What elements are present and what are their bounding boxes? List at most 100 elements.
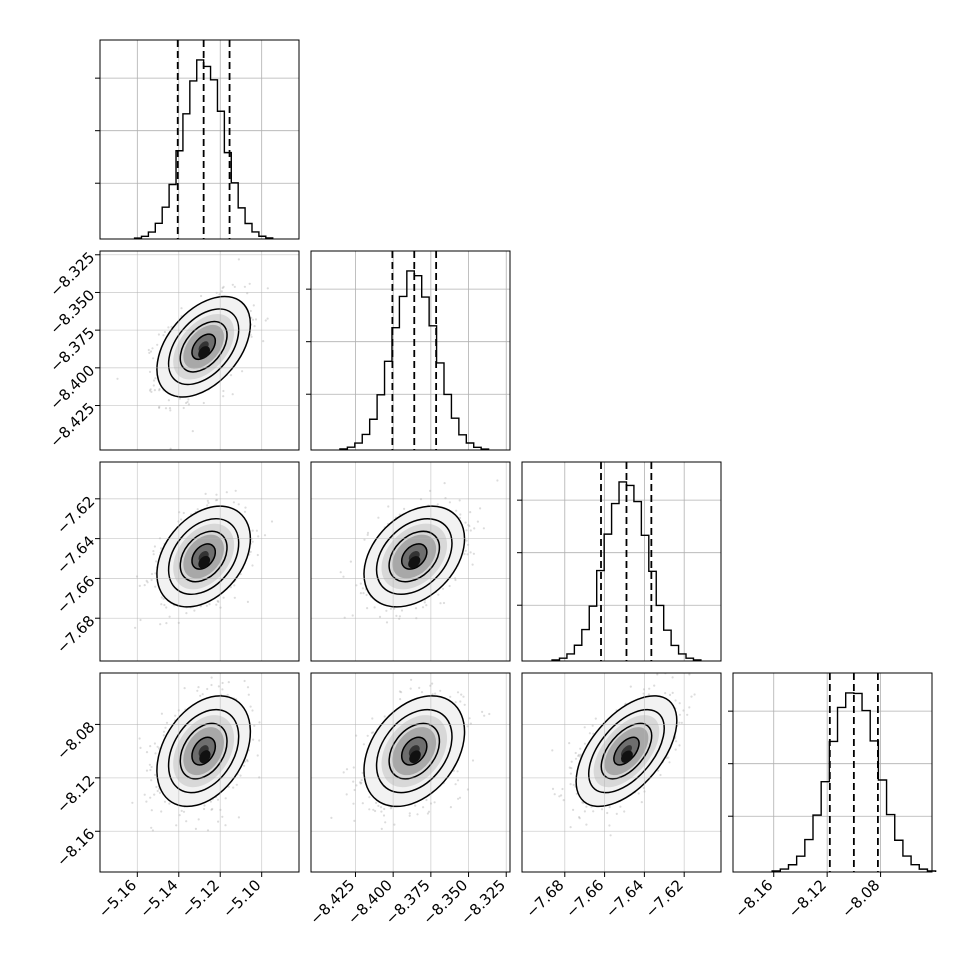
scatter-point	[456, 770, 459, 773]
scatter-point	[243, 285, 246, 288]
scatter-point	[252, 738, 255, 741]
scatter-point	[216, 599, 219, 603]
scatter-point	[156, 745, 159, 748]
scatter-panel-2-1	[310, 461, 511, 662]
scatter-point	[252, 304, 255, 307]
scatter-point	[615, 812, 618, 816]
panel-content	[134, 489, 274, 629]
scatter-point	[254, 318, 258, 321]
scatter-point	[488, 712, 491, 716]
scatter-point	[250, 335, 253, 338]
scatter-point	[479, 507, 482, 510]
scatter-point	[455, 509, 458, 512]
scatter-point	[463, 703, 466, 706]
scatter-point	[175, 824, 178, 827]
contour-2	[167, 518, 240, 596]
panel-frame	[99, 672, 300, 873]
scatter-point	[606, 811, 609, 815]
scatter-point	[204, 492, 207, 495]
scatter-point	[152, 550, 155, 553]
scatter-point	[185, 820, 188, 823]
scatter-point	[229, 374, 233, 377]
scatter-point	[210, 683, 213, 687]
scatter-point	[206, 499, 209, 502]
contour-0	[400, 543, 428, 570]
scatter-point	[203, 804, 206, 807]
scatter-point	[199, 605, 202, 608]
scatter-point	[157, 333, 160, 336]
scatter-point	[454, 701, 457, 704]
scatter-point	[460, 693, 463, 696]
hist-panel-1	[306, 250, 511, 451]
scatter-point	[162, 334, 165, 337]
scatter-point	[585, 823, 588, 826]
scatter-point	[414, 804, 417, 807]
contour-0	[400, 736, 428, 766]
scatter-point	[246, 600, 249, 604]
scatter-point	[170, 325, 173, 328]
scatter-point	[365, 593, 368, 597]
scatter-point	[148, 763, 151, 766]
y-tick-label: −7.66	[53, 572, 98, 617]
scatter-point	[459, 700, 462, 703]
scatter-point	[147, 348, 150, 352]
scatter-point	[180, 307, 183, 310]
scatter-point	[656, 673, 659, 676]
scatter-point	[352, 780, 355, 783]
scatter-point	[151, 347, 154, 350]
scatter-point	[178, 397, 181, 400]
scatter-point	[243, 764, 246, 767]
scatter-point	[149, 745, 152, 748]
scatter-point	[476, 520, 479, 523]
scatter-point	[375, 801, 378, 805]
panel-frame	[310, 672, 511, 873]
scatter-point	[266, 317, 269, 320]
hist-panel-0	[95, 39, 300, 240]
scatter-point	[158, 791, 162, 795]
scatter-point	[222, 596, 225, 599]
panel-frame	[99, 39, 300, 240]
scatter-point	[222, 285, 225, 288]
scatter-point	[196, 508, 199, 511]
scatter-point	[441, 587, 445, 590]
scatter-point	[464, 521, 467, 524]
scatter-point	[416, 813, 419, 816]
scatter-point	[431, 682, 434, 685]
scatter-point	[158, 389, 161, 392]
scatter-point	[243, 679, 246, 683]
scatter-point	[197, 686, 200, 689]
scatter-point	[579, 753, 582, 756]
scatter-point	[152, 357, 155, 360]
panel-content	[330, 678, 491, 831]
scatter-point	[160, 603, 163, 606]
scatter-point	[434, 692, 437, 695]
scatter-point	[437, 593, 440, 596]
scatter-point	[187, 398, 190, 401]
scatter-point	[217, 820, 220, 823]
scatter-point	[458, 796, 462, 799]
scatter-point	[232, 501, 235, 504]
scatter-point	[158, 405, 161, 408]
scatter-point	[360, 779, 363, 782]
density-peak	[199, 750, 211, 764]
scatter-point	[163, 603, 166, 607]
scatter-point	[368, 796, 371, 799]
scatter-point	[408, 812, 411, 815]
y-tick-label: −7.68	[53, 612, 98, 657]
scatter-point	[145, 579, 148, 583]
scatter-point	[169, 447, 172, 450]
scatter-point	[471, 759, 475, 762]
scatter-point	[187, 403, 190, 406]
scatter-point	[233, 584, 236, 587]
scatter-point	[433, 801, 436, 804]
contour-0	[191, 543, 217, 570]
scatter-point	[342, 575, 345, 578]
scatter-point	[221, 815, 224, 818]
panel-content	[116, 258, 269, 450]
scatter-point	[456, 779, 460, 782]
scatter-point	[600, 808, 604, 811]
scatter-point	[464, 549, 467, 552]
scatter-point	[138, 737, 141, 740]
scatter-point	[150, 779, 153, 782]
